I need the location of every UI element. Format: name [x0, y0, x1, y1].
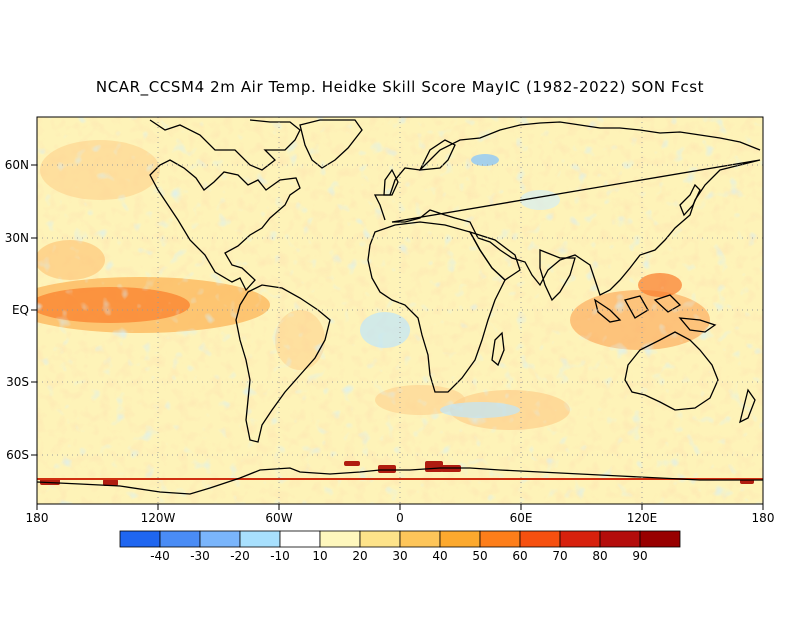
- colorbar-label: -40: [150, 549, 170, 563]
- chart-title: NCAR_CCSM4 2m Air Temp. Heidke Skill Sco…: [95, 78, 705, 96]
- colorbar-label: 40: [432, 549, 447, 563]
- colorbar-label: 20: [352, 549, 367, 563]
- colorbar-swatch: [319, 530, 361, 548]
- colorbar-swatch: [559, 530, 601, 548]
- lat-label-30s: 30S: [6, 375, 29, 389]
- lon-label-180e: 180: [752, 511, 775, 525]
- colorbar-swatch: [439, 530, 481, 548]
- lon-label-120e: 120E: [627, 511, 658, 525]
- gridlines: [37, 117, 763, 504]
- lon-label-60w: 60W: [265, 511, 292, 525]
- colorbar-label: -30: [190, 549, 210, 563]
- lon-label-0: 0: [396, 511, 404, 525]
- lat-label-eq: EQ: [12, 303, 29, 317]
- lon-label-120w: 120W: [141, 511, 176, 525]
- colorbar-swatch: [279, 530, 321, 548]
- colorbar-label: 50: [472, 549, 487, 563]
- colorbar-swatch: [159, 530, 201, 548]
- colorbar-swatch: [359, 530, 401, 548]
- lon-label-180w: 180: [26, 511, 49, 525]
- colorbar: -40 -30 -20 -10 10 20 30 40 50 60 70 80 90: [119, 530, 681, 563]
- colorbar-swatch: [399, 530, 441, 548]
- colorbar-label: 70: [552, 549, 567, 563]
- lon-label-60e: 60E: [510, 511, 533, 525]
- colorbar-label: 60: [512, 549, 527, 563]
- colorbar-swatch: [599, 530, 641, 548]
- colorbar-swatch: [639, 530, 681, 548]
- lat-label-60n: 60N: [5, 158, 29, 172]
- colorbar-label: -10: [270, 549, 290, 563]
- lat-label-60s: 60S: [6, 448, 29, 462]
- colorbar-swatch: [479, 530, 521, 548]
- colorbar-label: 90: [632, 549, 647, 563]
- colorbar-label: 10: [312, 549, 327, 563]
- colorbar-swatch: [239, 530, 281, 548]
- axis-ticks: [31, 164, 764, 510]
- colorbar-label: 30: [392, 549, 407, 563]
- colorbar-swatch: [199, 530, 241, 548]
- colorbar-label: 80: [592, 549, 607, 563]
- lat-label-30n: 30N: [5, 231, 29, 245]
- coastlines: [37, 119, 763, 495]
- colorbar-swatch: [119, 530, 161, 548]
- colorbar-swatch: [519, 530, 561, 548]
- colorbar-label: -20: [230, 549, 250, 563]
